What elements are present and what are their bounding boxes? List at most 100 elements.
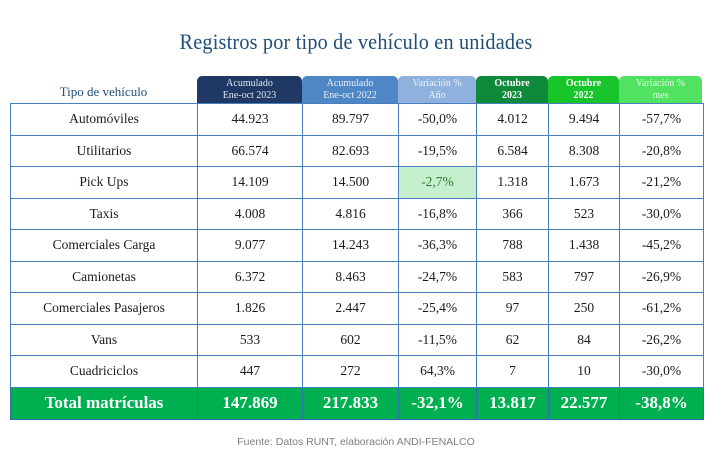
variacion-mes-cell: -26,2% (619, 323, 704, 356)
table-row: Automóviles 44.923 89.797 -50,0% 4.012 9.494-… (10, 103, 704, 136)
table-row: Taxis 4.008 4.816 -16,8% 366 523 -30,0% (10, 197, 704, 230)
vehicle-type-cell: Pick Ups (10, 166, 198, 199)
column-header-acumulado-2022: Acumulado Ene-oct 2022 (302, 76, 398, 104)
column-header-line1: Acumulado (226, 78, 273, 89)
vehicle-type-cell: Comerciales Carga (10, 229, 198, 262)
acumulado-2023-cell: 44.923 (197, 103, 303, 136)
acumulado-2022-cell: 8.463 (302, 260, 399, 293)
octubre-2022-cell: 9.494 (548, 103, 620, 136)
variacion-mes-cell: -30,0% (619, 355, 704, 388)
octubre-2023-cell: 97 (476, 292, 549, 325)
acumulado-2022-cell: 82.693 (302, 134, 399, 167)
column-header-line2: Año (428, 90, 446, 101)
acumulado-2023-cell: 6.372 (197, 260, 303, 293)
column-header-line2: 2022 (573, 90, 594, 101)
acumulado-2022-cell: 602 (302, 323, 399, 356)
vehicle-type-cell: Utilitarios (10, 134, 198, 167)
octubre-2023-cell: 583 (476, 260, 549, 293)
column-header-variacion-mes: Variación % mes (619, 76, 702, 104)
variacion-anio-cell: 64,3% (398, 355, 477, 388)
vehicle-type-cell: Automóviles (10, 103, 198, 136)
variacion-mes-cell: -20,8% (619, 134, 704, 167)
column-header-acumulado-2023: Acumulado Ene-oct 2023 (197, 76, 302, 104)
column-header-variacion-anio: Variación % Año (398, 76, 476, 104)
total-octubre-2023-cell: 13.817 (476, 386, 549, 420)
vehicle-type-cell: Comerciales Pasajeros (10, 292, 198, 325)
octubre-2022-cell: 84 (548, 323, 620, 356)
variacion-anio-cell: -16,8% (398, 197, 477, 230)
acumulado-2023-cell: 533 (197, 323, 303, 356)
acumulado-2023-cell: 9.077 (197, 229, 303, 262)
octubre-2022-cell: 1.673 (548, 166, 620, 199)
column-header-line1: Variación % (412, 78, 462, 89)
vehicle-type-cell: Taxis (10, 197, 198, 230)
octubre-2023-cell: 788 (476, 229, 549, 262)
acumulado-2022-cell: 14.500 (302, 166, 399, 199)
column-header-octubre-2023: Octubre 2023 (476, 76, 548, 104)
table-row: Vans 533 602 -11,5% 62 84 -26,2% (10, 323, 704, 356)
total-variacion-anio-cell: -32,1% (398, 386, 477, 420)
source-note: Fuente: Datos RUNT, elaboración ANDI-FEN… (237, 436, 475, 448)
variacion-anio-cell: -24,7% (398, 260, 477, 293)
acumulado-2022-cell: 14.243 (302, 229, 399, 262)
acumulado-2023-cell: 66.574 (197, 134, 303, 167)
column-header-line1: Octubre (565, 78, 602, 89)
acumulado-2023-cell: 14.109 (197, 166, 303, 199)
table-row: Comerciales Pasajeros 1.826 2.447 -25,4% 97 2… (10, 292, 704, 325)
octubre-2022-cell: 8.308 (548, 134, 620, 167)
octubre-2023-cell: 4.012 (476, 103, 549, 136)
column-header-line1: Octubre (494, 78, 530, 89)
total-vehicle-type-cell: Total matrículas (10, 386, 198, 420)
octubre-2023-cell: 62 (476, 323, 549, 356)
acumulado-2023-cell: 1.826 (197, 292, 303, 325)
acumulado-2022-cell: 2.447 (302, 292, 399, 325)
variacion-mes-cell: -45,2% (619, 229, 704, 262)
variacion-anio-cell: -2,7% (398, 166, 477, 199)
variacion-anio-cell: -25,4% (398, 292, 477, 325)
octubre-2022-cell: 797 (548, 260, 620, 293)
variacion-anio-cell: -36,3% (398, 229, 477, 262)
octubre-2023-cell: 6.584 (476, 134, 549, 167)
column-header-line2: mes (652, 90, 669, 101)
variacion-mes-cell: -61,2% (619, 292, 704, 325)
variacion-anio-cell: -11,5% (398, 323, 477, 356)
column-header-line1: Variación % (635, 78, 686, 89)
vehicle-type-cell: Vans (10, 323, 198, 356)
column-header-line2: 2023 (502, 90, 522, 101)
column-header-line2: Ene-oct 2022 (323, 90, 377, 101)
octubre-2023-cell: 1.318 (476, 166, 549, 199)
variacion-anio-cell: -50,0% (398, 103, 477, 136)
variacion-anio-cell: -19,5% (398, 134, 477, 167)
table-row: Camionetas 6.372 8.463 -24,7% 583 797 -26,9% (10, 260, 704, 293)
variacion-mes-cell: -26,9% (619, 260, 704, 293)
table-row: Comerciales Carga 9.077 14.243 -36,3% 788 1.4… (10, 229, 704, 262)
row-header-label: Tipo de vehículo (59, 84, 148, 99)
page-title: Registros por tipo de vehículo en unidad… (179, 29, 533, 54)
acumulado-2023-cell: 4.008 (197, 197, 303, 230)
column-header-octubre-2022: Octubre 2022 (548, 76, 619, 104)
vehicle-type-cell: Cuadriciclos (10, 355, 198, 388)
acumulado-2022-cell: 4.816 (302, 197, 399, 230)
octubre-2022-cell: 250 (548, 292, 620, 325)
acumulado-2023-cell: 447 (197, 355, 303, 388)
variacion-mes-cell: -30,0% (619, 197, 704, 230)
octubre-2023-cell: 366 (476, 197, 549, 230)
octubre-2022-cell: 523 (548, 197, 620, 230)
acumulado-2022-cell: 272 (302, 355, 399, 388)
octubre-2022-cell: 10 (548, 355, 620, 388)
octubre-2022-cell: 1.438 (548, 229, 620, 262)
table-row: Pick Ups 14.109 14.500 -2,7% 1.318 1.673 -21,2… (10, 166, 704, 199)
column-header-line1: Acumulado (326, 78, 374, 89)
table-row: Utilitarios 66.574 82.693 -19,5% 6.584 8.308-… (10, 134, 704, 167)
total-acumulado-2023-cell: 147.869 (197, 386, 303, 420)
total-row: Total matrículas 147.869 217.833 -32,1% 13.8… (10, 386, 704, 420)
total-octubre-2022-cell: 22.577 (548, 386, 620, 420)
acumulado-2022-cell: 89.797 (302, 103, 399, 136)
total-variacion-mes-cell: -38,8% (619, 386, 704, 420)
vehicle-type-cell: Camionetas (10, 260, 198, 293)
column-header-line2: Ene-oct 2023 (222, 90, 277, 101)
table-row: Cuadriciclos 447 272 64,3% 7 10 -30,0% (10, 355, 704, 388)
octubre-2023-cell: 7 (476, 355, 549, 388)
vehicle-registrations-table: Automóviles 44.923 89.797 -50,0% 4.012 9.494-… (10, 103, 704, 420)
variacion-mes-cell: -57,7% (619, 103, 704, 136)
